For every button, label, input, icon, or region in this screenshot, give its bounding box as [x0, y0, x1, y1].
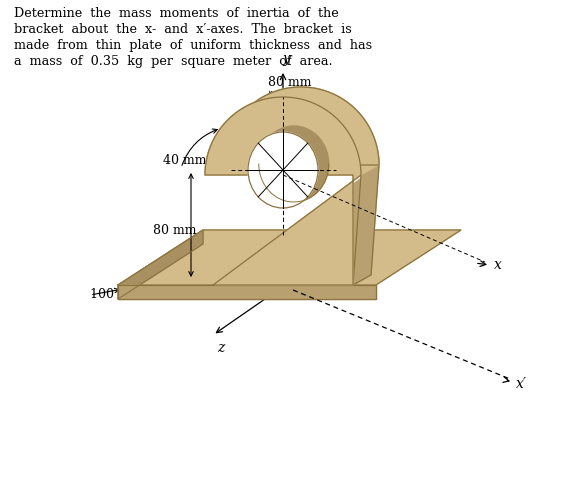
- Text: z: z: [217, 341, 224, 355]
- Text: made  from  thin  plate  of  uniform  thickness  and  has: made from thin plate of uniform thicknes…: [14, 39, 372, 52]
- Text: 80 mm: 80 mm: [268, 76, 312, 89]
- Polygon shape: [118, 285, 376, 299]
- Text: 100 mm: 100 mm: [90, 289, 142, 301]
- Polygon shape: [205, 87, 379, 175]
- Text: 80 mm: 80 mm: [153, 223, 196, 237]
- Text: bracket  about  the  x-  and  x′-axes.  The  bracket  is: bracket about the x- and x′-axes. The br…: [14, 23, 352, 36]
- Polygon shape: [353, 165, 379, 285]
- Polygon shape: [118, 230, 461, 285]
- Polygon shape: [118, 230, 203, 299]
- Ellipse shape: [248, 132, 318, 208]
- Text: x: x: [494, 258, 502, 272]
- Text: x′: x′: [516, 377, 527, 391]
- Text: Determine  the  mass  moments  of  inertia  of  the: Determine the mass moments of inertia of…: [14, 7, 339, 20]
- Text: y: y: [282, 52, 290, 66]
- Text: a  mass  of  0.35  kg  per  square  meter  of  area.: a mass of 0.35 kg per square meter of ar…: [14, 55, 332, 68]
- Ellipse shape: [259, 126, 329, 202]
- Text: 40 mm: 40 mm: [163, 153, 207, 167]
- Polygon shape: [223, 87, 379, 275]
- Polygon shape: [205, 97, 361, 285]
